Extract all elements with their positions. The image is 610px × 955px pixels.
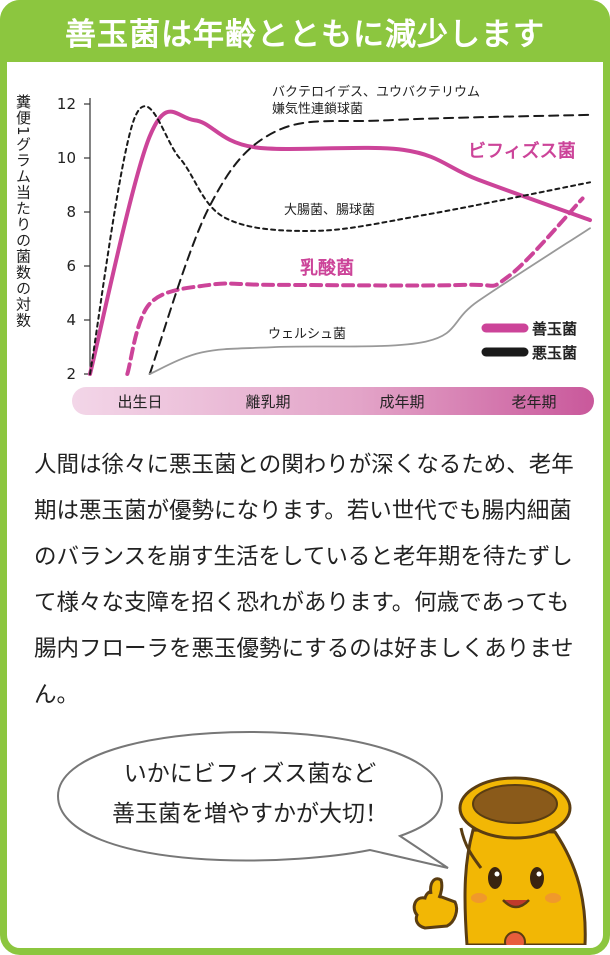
series-label-1: 乳酸菌 [300,257,354,279]
stage-label-0: 出生日 [117,393,162,411]
y-tick-label: 10 [57,149,76,167]
stage-label-2: 成年期 [379,393,424,411]
y-tick-label: 4 [66,311,76,329]
stage-label-3: 老年期 [511,393,556,411]
stage-band [72,387,594,415]
page-title: 善玉菌は年齢とともに減少します [65,16,545,53]
stage-label-1: 離乳期 [245,393,290,411]
y-tick-label: 6 [66,257,76,275]
y-axis-label: 糞便1グラム当たりの菌数の対数 [14,94,32,329]
bubble-line-1: いかにビフィズス菌など [123,761,377,787]
legend-label-0: 善玉菌 [532,320,577,338]
body-paragraph: 人間は徐々に悪玉菌との関わりが深くなるため、老年期は悪玉菌が優勢になります。若い… [34,452,574,708]
y-tick-label: 12 [57,95,76,113]
speech-bubble-text: いかにビフィズス菌など 善玉菌を増やすかが大切！ [60,754,440,834]
y-tick-label: 8 [66,203,76,221]
series-line-0 [88,109,592,376]
series-label-2: バクテロイデス、ユウバクテリウム [272,84,480,100]
series-line-2 [148,113,591,375]
series-line-3 [89,105,591,375]
series-label-4: ウェルシュ菌 [268,327,346,342]
series-line-1 [125,196,585,376]
legend-label-1: 悪玉菌 [532,344,577,362]
y-tick-label: 2 [66,365,76,383]
series-label-3: 大腸菌、腸球菌 [284,203,375,218]
series-label-0: ビフィズス菌 [468,140,576,162]
bubble-line-2: 善玉菌を増やすかが大切！ [112,801,388,827]
series-label-2: 嫌気性連鎖球菌 [272,101,363,117]
series-line-4 [148,227,591,375]
title-bar: 善玉菌は年齢とともに減少します [0,0,610,62]
mascot-character [412,776,587,945]
speech-bubble [56,730,449,869]
